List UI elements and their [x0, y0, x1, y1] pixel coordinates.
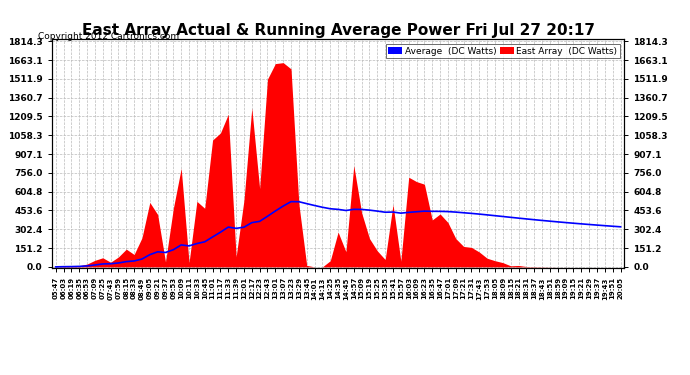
Text: Copyright 2012 Cartronics.com: Copyright 2012 Cartronics.com [38, 32, 179, 41]
Legend: Average  (DC Watts), East Array  (DC Watts): Average (DC Watts), East Array (DC Watts… [386, 44, 620, 58]
Title: East Array Actual & Running Average Power Fri Jul 27 20:17: East Array Actual & Running Average Powe… [81, 23, 595, 38]
